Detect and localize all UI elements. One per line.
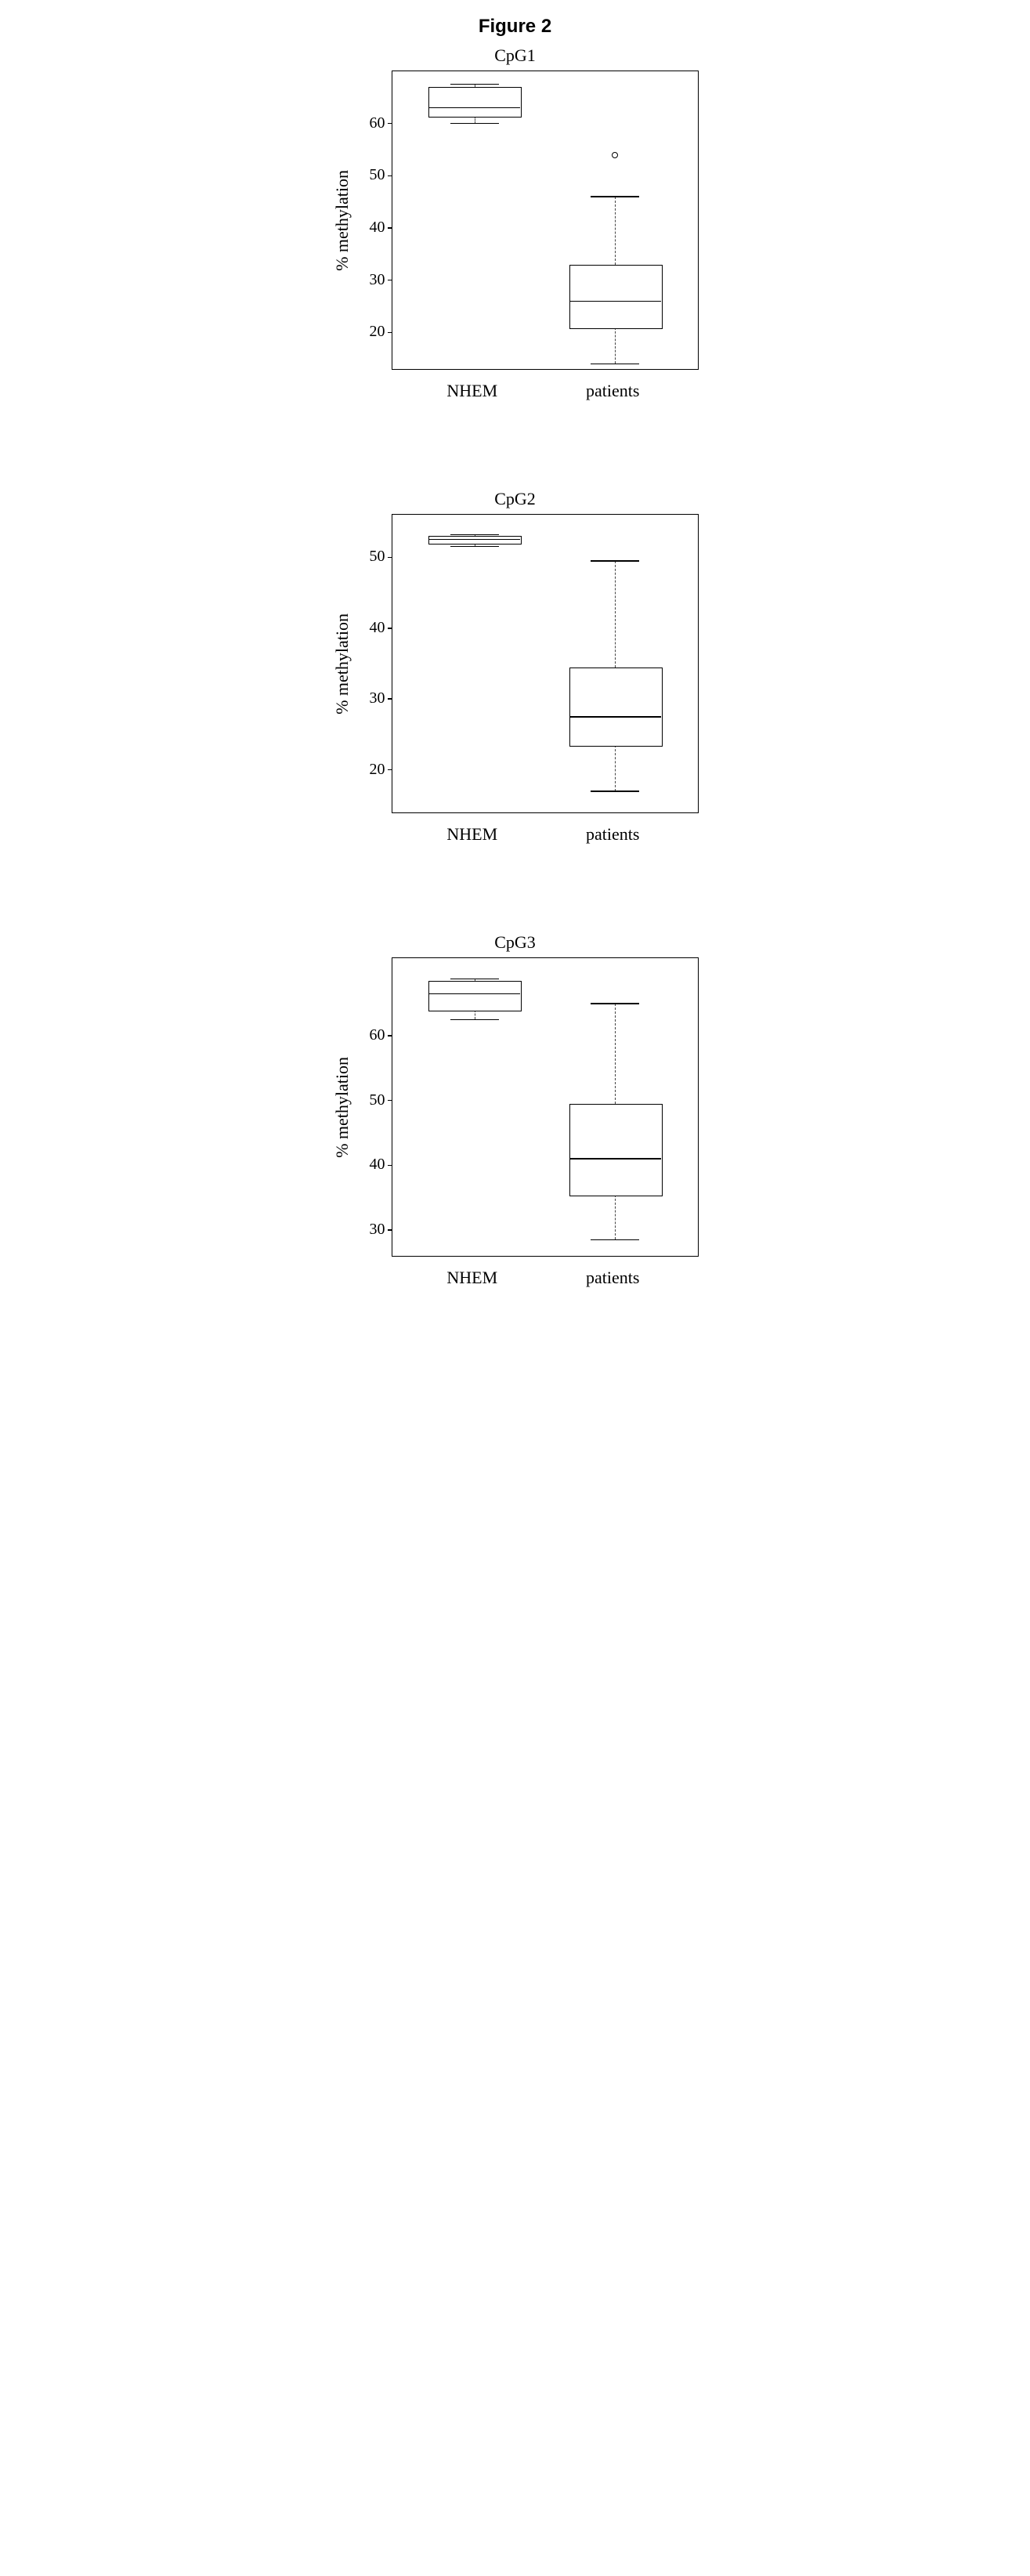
y-tick-label: 20: [370, 762, 385, 777]
boxplot-box: [569, 668, 663, 747]
whisker-cap-upper: [591, 1003, 639, 1004]
median-line: [569, 301, 661, 302]
y-tick-label: 60: [370, 115, 385, 131]
whisker-cap-lower: [450, 1019, 499, 1021]
whisker-cap-upper: [450, 979, 499, 980]
whisker-cap-lower: [591, 364, 639, 365]
whisker-lower: [615, 327, 616, 364]
whisker-cap-upper: [591, 196, 639, 197]
chart-title: CpG2: [494, 489, 536, 509]
plot-area: [392, 957, 699, 1257]
whisker-lower: [615, 1195, 616, 1240]
y-tick-label: 30: [370, 1221, 385, 1237]
whisker-cap-upper: [450, 534, 499, 536]
median-line: [428, 993, 520, 995]
y-tick-label: 40: [370, 219, 385, 235]
plot-area: [392, 71, 699, 370]
median-line: [428, 539, 520, 541]
y-tick-label: 50: [370, 548, 385, 564]
x-tick-label: NHEM: [446, 381, 497, 401]
figure-container: Figure 2 CpG1 % methylation 20 30 40 50 60 NHEM…: [273, 16, 758, 1290]
boxplot-box: [569, 265, 663, 329]
chart-title: CpG1: [494, 45, 536, 66]
boxplot-box: [428, 536, 522, 545]
x-tick-label: patients: [586, 824, 639, 845]
chart-cpg3: CpG3 % methylation 30 40 50 60 NHEM patients: [332, 932, 699, 1290]
charts-root: CpG1% methylation2030405060NHEMpatientsC…: [332, 45, 699, 1290]
whisker-cap-lower: [450, 546, 499, 548]
whisker-cap-upper: [450, 84, 499, 85]
whisker-cap-lower: [591, 791, 639, 792]
x-tick-label: patients: [586, 381, 639, 401]
boxplot-box: [569, 1104, 663, 1196]
y-tick-label: 30: [370, 272, 385, 288]
whisker-cap-upper: [591, 560, 639, 562]
median-line: [569, 716, 661, 718]
whisker-cap-lower: [450, 123, 499, 125]
whisker-upper: [615, 1004, 616, 1104]
outlier-point: [612, 152, 618, 158]
x-tick-label: NHEM: [446, 1268, 497, 1288]
chart-cpg2: CpG2 % methylation 20 30 40 50 NHEM patients: [332, 489, 699, 846]
y-tick-label: 40: [370, 1156, 385, 1172]
y-tick-label: 40: [370, 620, 385, 635]
y-tick-label: 50: [370, 1092, 385, 1108]
y-tick-label: 60: [370, 1027, 385, 1043]
whisker-upper: [615, 197, 616, 265]
whisker-upper: [615, 561, 616, 668]
y-axis-label: % methylation: [332, 170, 352, 271]
y-tick-label: 50: [370, 167, 385, 183]
median-line: [569, 1158, 661, 1160]
whisker-cap-lower: [591, 1239, 639, 1241]
figure-title: Figure 2: [479, 16, 551, 38]
x-tick-label: NHEM: [446, 824, 497, 845]
boxplot-box: [428, 87, 522, 118]
median-line: [428, 107, 520, 109]
chart-cpg1: CpG1 % methylation 20 30 40 50 60 NHEM patients: [332, 45, 699, 403]
chart-title: CpG3: [494, 932, 536, 953]
y-tick-label: 20: [370, 324, 385, 339]
x-tick-label: patients: [586, 1268, 639, 1288]
boxplot-box: [428, 981, 522, 1011]
y-tick-label: 30: [370, 690, 385, 706]
y-axis-label: % methylation: [332, 613, 352, 715]
whisker-lower: [615, 745, 616, 791]
y-axis-label: % methylation: [332, 1057, 352, 1158]
plot-area: [392, 514, 699, 813]
